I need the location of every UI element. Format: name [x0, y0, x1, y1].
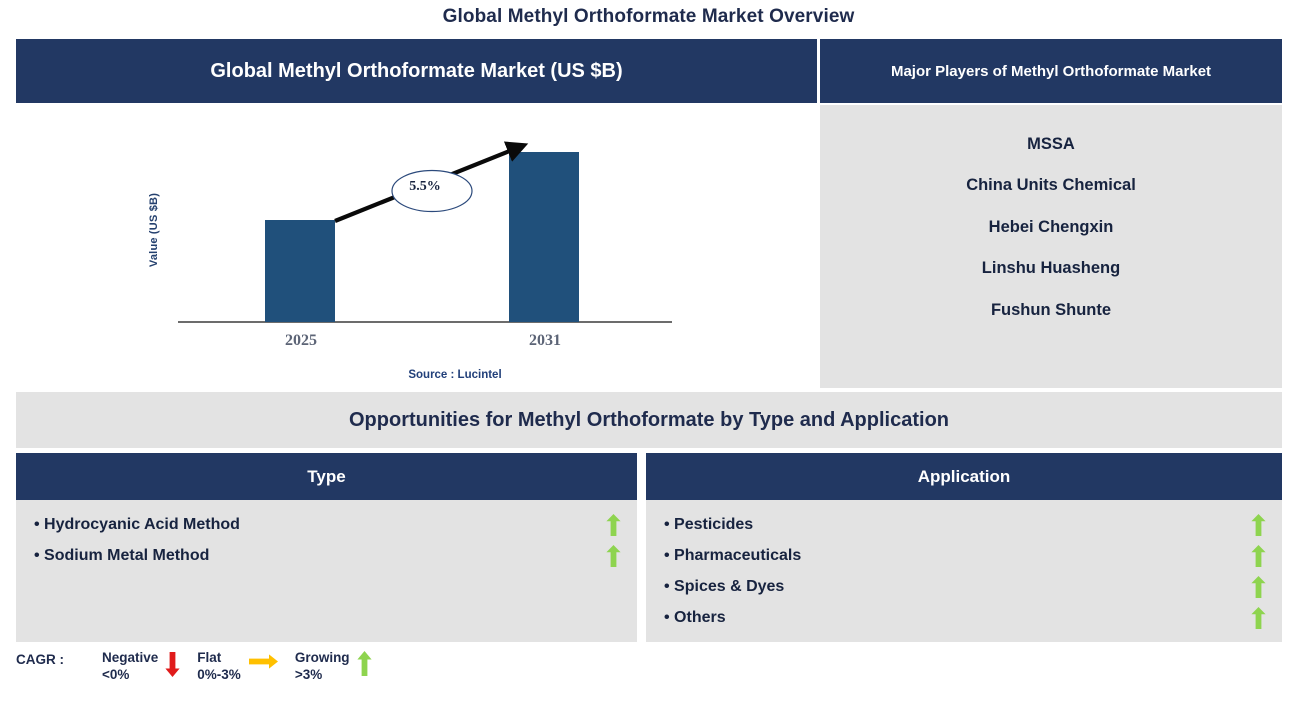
arrow-down-red-icon	[165, 650, 180, 677]
player-item: Hebei Chengxin	[988, 217, 1114, 236]
x-tick-2025: 2025	[285, 332, 317, 349]
list-item: • Others	[664, 602, 1268, 633]
legend-flat-range: 0%-3%	[197, 666, 241, 682]
application-item-label: • Others	[664, 608, 726, 626]
player-item: China Units Chemical	[966, 176, 1136, 194]
application-column-header: Application	[646, 453, 1282, 500]
legend-negative-range: <0%	[102, 666, 130, 682]
list-item: • Pesticides	[664, 509, 1268, 540]
legend-entry-negative: Negative <0%	[102, 650, 187, 684]
chart-source-note: Source : Lucintel	[408, 369, 502, 381]
opportunities-banner: Opportunities for Methyl Orthoformate by…	[16, 392, 1282, 448]
application-column-body: • Pesticides • Pharmaceuticals • Spices …	[646, 500, 1282, 642]
chart-panel-header: Global Methyl Orthoformate Market (US $B…	[16, 39, 817, 103]
arrow-up-green-icon	[606, 513, 621, 536]
players-panel-header: Major Players of Methyl Orthoformate Mar…	[820, 39, 1282, 103]
legend-growing-label: Growing	[294, 650, 350, 665]
cagr-callout-label: 5.5%	[409, 179, 441, 194]
market-bar-chart	[178, 141, 672, 323]
page-title: Global Methyl Orthoformate Market Overvi…	[442, 6, 855, 27]
bar-2025	[265, 220, 335, 322]
application-item-label: • Spices & Dyes	[664, 577, 785, 595]
application-item-label: • Pesticides	[664, 515, 754, 533]
legend-growing-text: Growing >3%	[295, 650, 350, 684]
x-tick-2031: 2031	[529, 332, 561, 349]
type-column-header: Type	[16, 453, 637, 500]
arrow-up-green-icon	[1251, 606, 1266, 629]
chart-panel-body	[16, 103, 817, 388]
legend-growing-range: >3%	[294, 666, 323, 682]
player-item: MSSA	[1027, 134, 1075, 153]
list-item: • Spices & Dyes	[664, 571, 1268, 602]
arrow-up-green-icon	[1251, 513, 1266, 536]
arrow-up-green-icon	[1251, 544, 1266, 567]
players-panel-body: MSSA China Units Chemical Hebei Chengxin…	[820, 105, 1282, 388]
legend-entry-growing: Growing >3%	[295, 650, 379, 684]
bar-2031	[509, 152, 579, 322]
application-item-label: • Pharmaceuticals	[664, 546, 802, 564]
legend-negative-text: Negative <0%	[102, 650, 158, 684]
type-item-label: • Sodium Metal Method	[34, 546, 210, 564]
list-item: • Hydrocyanic Acid Method	[34, 509, 623, 540]
cagr-legend: CAGR : Negative <0% Flat 0%-3% Growing >…	[16, 650, 389, 684]
arrow-right-yellow-icon	[248, 650, 278, 669]
player-item: Fushun Shunte	[990, 300, 1112, 319]
type-item-label: • Hydrocyanic Acid Method	[34, 515, 240, 533]
legend-entry-flat: Flat 0%-3%	[197, 650, 285, 684]
legend-flat-text: Flat 0%-3%	[197, 650, 241, 684]
arrow-up-green-icon	[606, 544, 621, 567]
type-column-body: • Hydrocyanic Acid Method • Sodium Metal…	[16, 500, 637, 642]
cagr-legend-title: CAGR :	[16, 652, 64, 667]
cagr-callout-bubble	[391, 169, 473, 213]
list-item: • Sodium Metal Method	[34, 540, 623, 571]
legend-negative-label: Negative	[102, 650, 159, 665]
list-item: • Pharmaceuticals	[664, 540, 1268, 571]
legend-flat-label: Flat	[197, 650, 222, 665]
arrow-up-green-icon	[1251, 575, 1266, 598]
player-item: Linshu Huasheng	[981, 259, 1121, 277]
arrow-up-green-icon	[356, 650, 372, 677]
